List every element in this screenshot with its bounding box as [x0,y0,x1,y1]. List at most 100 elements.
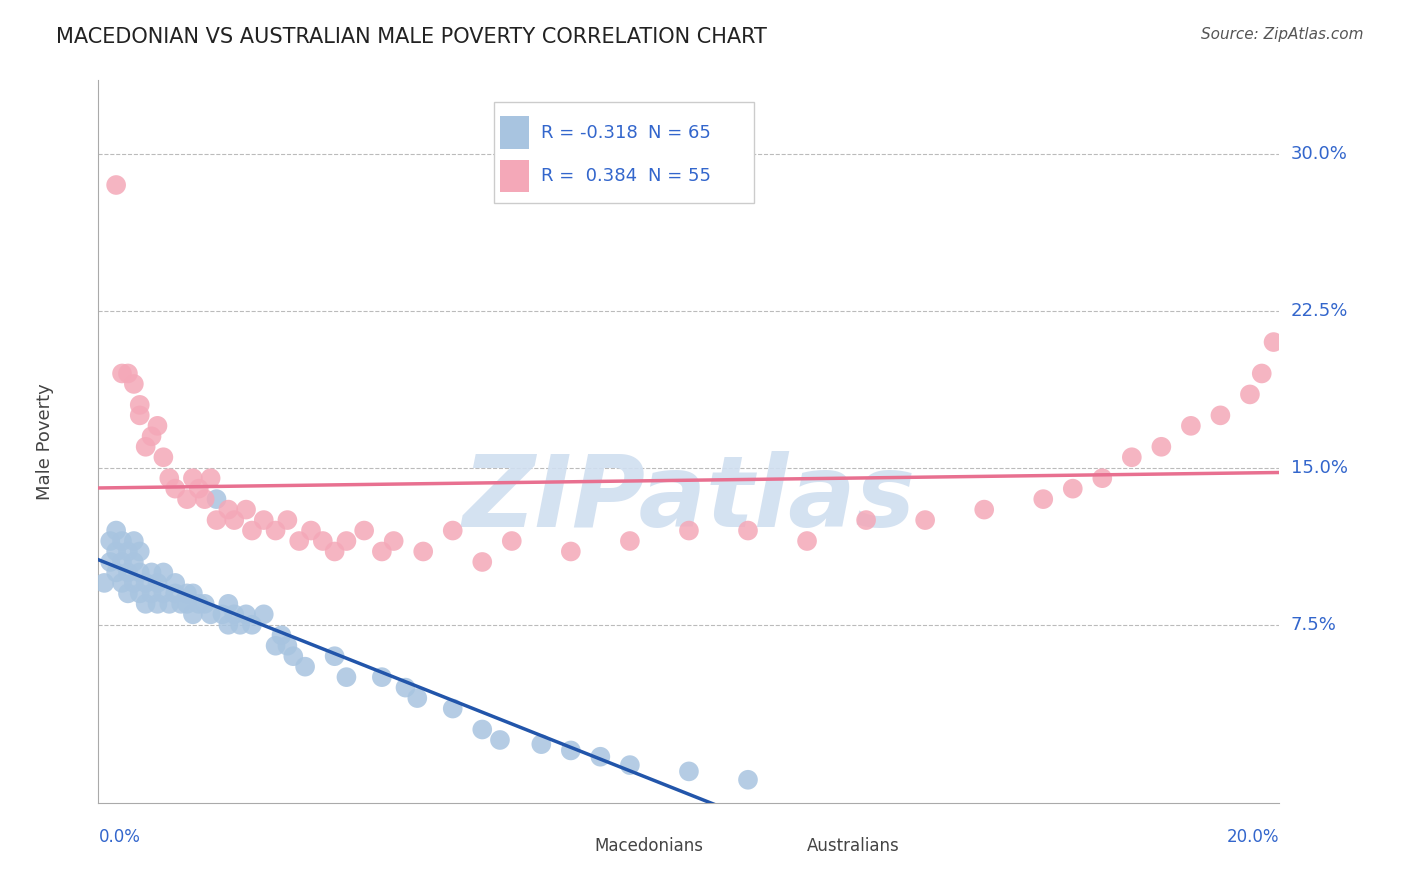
Australians [1091,471,1114,485]
Australians [299,524,322,538]
Australians [240,524,263,538]
Australians [855,513,877,527]
Australians [737,524,759,538]
Macedonians [152,566,174,580]
Australians [1180,418,1202,433]
Text: Source: ZipAtlas.com: Source: ZipAtlas.com [1201,27,1364,42]
Text: MACEDONIAN VS AUSTRALIAN MALE POVERTY CORRELATION CHART: MACEDONIAN VS AUSTRALIAN MALE POVERTY CO… [56,27,768,46]
Macedonians [589,749,612,764]
Australians [1032,492,1054,507]
Macedonians [205,492,228,507]
Macedonians [157,597,180,611]
Macedonians [165,586,187,600]
Macedonians [211,607,233,622]
Australians [194,492,217,507]
Macedonians [489,733,512,747]
Australians [146,418,169,433]
Australians [1062,482,1084,496]
Australians [441,524,464,538]
Macedonians [678,764,700,779]
Macedonians [122,534,145,549]
Macedonians [117,544,139,558]
FancyBboxPatch shape [553,831,582,857]
Australians [371,544,394,558]
Macedonians [146,597,169,611]
Macedonians [141,566,163,580]
Macedonians [737,772,759,787]
Australians [152,450,174,465]
Australians [117,367,139,381]
Macedonians [560,743,582,757]
Australians [165,482,187,496]
Australians [973,502,995,516]
Macedonians [619,758,641,772]
Text: 0.0%: 0.0% [98,828,141,846]
Australians [501,534,523,549]
Macedonians [323,649,346,664]
Macedonians [181,586,204,600]
Australians [560,544,582,558]
Australians [1250,367,1272,381]
Macedonians [128,566,150,580]
Text: R =  0.384: R = 0.384 [541,168,637,186]
Australians [181,471,204,485]
Macedonians [229,617,252,632]
Macedonians [264,639,287,653]
Macedonians [194,597,217,611]
Macedonians [294,659,316,673]
Australians [619,534,641,549]
Australians [796,534,818,549]
Australians [335,534,357,549]
Text: Male Poverty: Male Poverty [37,384,55,500]
Macedonians [111,555,134,569]
Macedonians [530,737,553,751]
Macedonians [270,628,292,642]
Text: 7.5%: 7.5% [1291,615,1337,634]
Macedonians [240,617,263,632]
Macedonians [217,597,239,611]
Australians [1263,334,1285,349]
Macedonians [117,566,139,580]
Text: N = 55: N = 55 [648,168,710,186]
Macedonians [122,575,145,590]
Australians [276,513,298,527]
Macedonians [235,607,257,622]
Australians [253,513,276,527]
Text: 20.0%: 20.0% [1227,828,1279,846]
Macedonians [170,597,193,611]
Text: R = -0.318: R = -0.318 [541,124,638,142]
Australians [471,555,494,569]
Text: ZIPatlas: ZIPatlas [463,450,915,548]
Macedonians [105,544,128,558]
Australians [678,524,700,538]
Macedonians [394,681,416,695]
Australians [157,471,180,485]
Australians [135,440,157,454]
Australians [1209,409,1232,423]
Macedonians [111,575,134,590]
Text: Macedonians: Macedonians [595,838,703,855]
Macedonians [117,586,139,600]
Australians [128,409,150,423]
Macedonians [98,534,121,549]
Australians [1150,440,1173,454]
Australians [382,534,405,549]
Macedonians [128,544,150,558]
Macedonians [276,639,298,653]
Australians [200,471,222,485]
Australians [1239,387,1261,401]
Macedonians [105,524,128,538]
Australians [914,513,936,527]
Australians [187,482,209,496]
Australians [105,178,128,192]
Macedonians [371,670,394,684]
Macedonians [224,607,246,622]
Macedonians [217,617,239,632]
Macedonians [471,723,494,737]
Australians [264,524,287,538]
Macedonians [128,586,150,600]
Macedonians [135,575,157,590]
Macedonians [141,586,163,600]
Macedonians [165,575,187,590]
Australians [141,429,163,443]
